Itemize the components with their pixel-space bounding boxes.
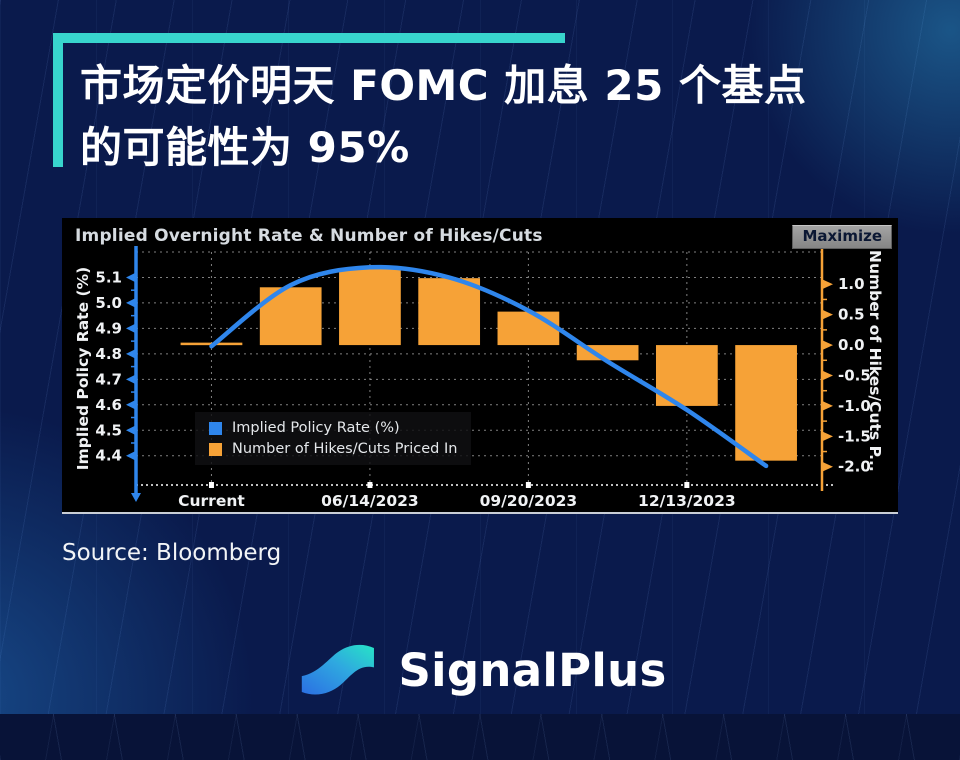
legend-label-hikes-cuts: Number of Hikes/Cuts Priced In xyxy=(232,441,458,457)
title-accent-bar-vertical xyxy=(53,33,63,167)
legend-swatch-blue xyxy=(209,421,222,435)
chart-title: Implied Overnight Rate & Number of Hikes… xyxy=(75,226,543,246)
svg-text:0.5: 0.5 xyxy=(838,306,865,324)
svg-text:5.0: 5.0 xyxy=(95,294,122,312)
svg-text:-1.5: -1.5 xyxy=(838,427,871,445)
svg-text:Current: Current xyxy=(178,492,245,510)
source-text: Source: Bloomberg xyxy=(62,540,282,566)
legend-item-implied-policy-rate: Implied Policy Rate (%) xyxy=(209,420,457,436)
svg-text:4.5: 4.5 xyxy=(95,421,122,439)
svg-text:12/13/2023: 12/13/2023 xyxy=(638,492,736,510)
svg-text:4.9: 4.9 xyxy=(95,319,122,337)
svg-text:0.0: 0.0 xyxy=(838,336,865,354)
maximize-button[interactable]: Maximize xyxy=(792,225,892,249)
svg-text:4.6: 4.6 xyxy=(95,396,122,414)
svg-text:-1.0: -1.0 xyxy=(838,397,871,415)
legend-item-hikes-cuts: Number of Hikes/Cuts Priced In xyxy=(209,441,457,457)
page-title-line2: 的可能性为 95% xyxy=(80,123,410,172)
svg-text:1.0: 1.0 xyxy=(838,275,865,293)
svg-text:5.1: 5.1 xyxy=(95,268,122,286)
signalplus-logo-icon xyxy=(302,644,375,695)
legend-label-implied-policy-rate: Implied Policy Rate (%) xyxy=(232,420,400,436)
legend-swatch-orange xyxy=(209,442,222,456)
chart-panel: Current 06/14/2023 09/20/2023 12/13/2023 5.1… xyxy=(62,218,898,514)
chart-canvas: Current 06/14/2023 09/20/2023 12/13/2023 5.1… xyxy=(74,246,884,510)
svg-text:4.4: 4.4 xyxy=(95,447,122,465)
page-title-line1: 市场定价明天 FOMC 加息 25 个基点 xyxy=(80,61,807,110)
brand-name: SignalPlus xyxy=(398,643,667,697)
svg-text:4.8: 4.8 xyxy=(95,345,122,363)
footer-band xyxy=(0,714,960,760)
svg-text:-0.5: -0.5 xyxy=(838,366,871,384)
svg-text:06/14/2023: 06/14/2023 xyxy=(321,492,419,510)
svg-text:-2.0: -2.0 xyxy=(838,458,871,476)
title-accent-bar-horizontal xyxy=(62,33,565,43)
svg-text:Implied Policy Rate (%): Implied Policy Rate (%) xyxy=(74,267,92,470)
chart-legend: Implied Policy Rate (%) Number of Hikes/… xyxy=(195,412,472,465)
svg-text:09/20/2023: 09/20/2023 xyxy=(480,492,578,510)
brand: SignalPlus xyxy=(0,636,960,704)
svg-text:Number of Hikes/Cuts P...: Number of Hikes/Cuts P... xyxy=(866,250,884,472)
svg-text:4.7: 4.7 xyxy=(95,370,122,388)
